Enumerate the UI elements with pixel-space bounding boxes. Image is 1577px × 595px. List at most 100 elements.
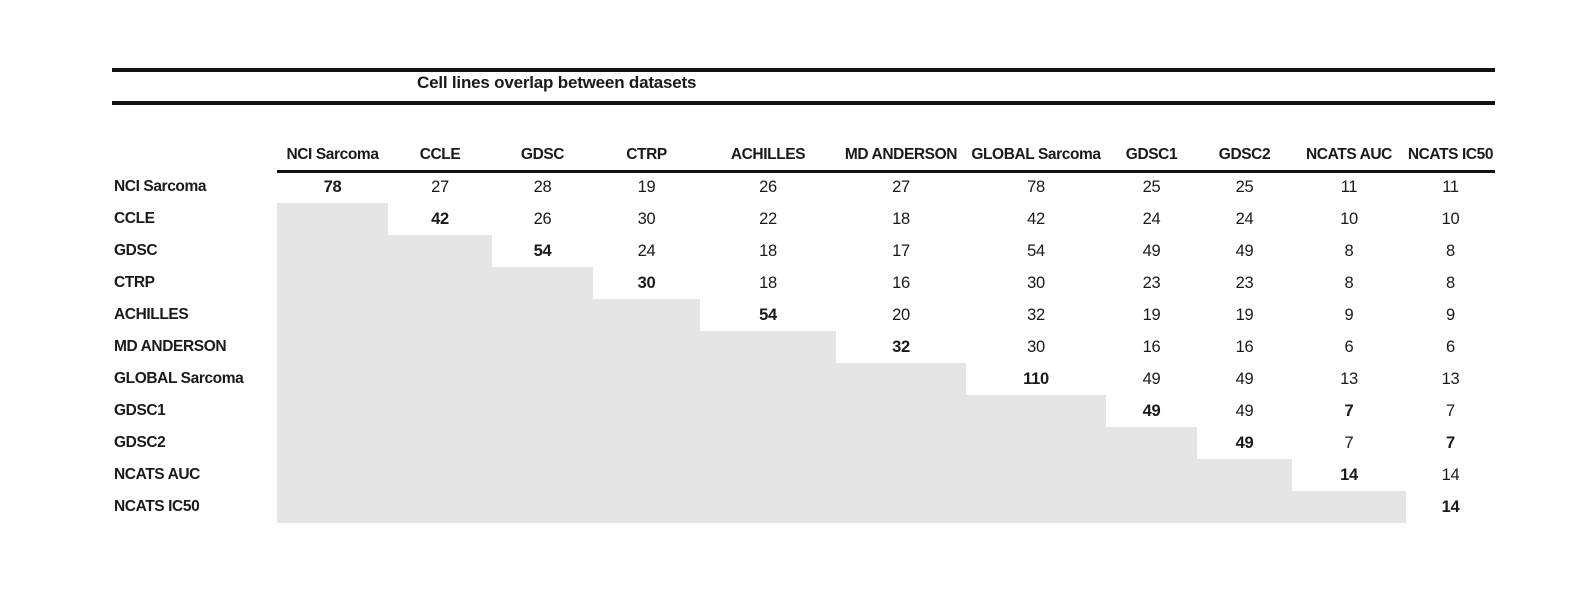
overlap-cell: 7 (1446, 401, 1455, 420)
row-label: MD ANDERSON (112, 331, 277, 363)
column-header: MD ANDERSON (836, 131, 966, 173)
shaded-cell (1106, 427, 1197, 459)
column-header: NCI Sarcoma (277, 131, 388, 173)
shaded-cell (1197, 491, 1292, 523)
column-header: CCLE (388, 131, 492, 173)
shaded-cell (836, 491, 966, 523)
column-header: GDSC (492, 131, 593, 173)
mid-rule (112, 101, 1495, 105)
shaded-cell (593, 491, 700, 523)
overlap-cell: 54 (1027, 241, 1045, 260)
shaded-cell (966, 427, 1106, 459)
shaded-cell (388, 395, 492, 427)
table-body: NCI Sarcoma 78 27 28 19 26 27 78 25 25 11 11 CCLE 42 2… (112, 171, 1495, 523)
overlap-cell: 11 (1442, 178, 1459, 197)
shaded-cell (700, 491, 836, 523)
overlap-cell: 27 (431, 178, 449, 197)
shaded-cell (492, 363, 593, 395)
header-row: NCI Sarcoma CCLE GDSC CTRP ACHILLES MD ANDERS… (112, 131, 1495, 173)
table-title: Cell lines overlap between datasets (417, 73, 697, 92)
overlap-cell: 19 (1235, 305, 1254, 324)
shaded-cell (492, 331, 593, 363)
overlap-cell: 32 (1027, 305, 1045, 324)
shaded-cell (836, 363, 966, 395)
overlap-cell: 11 (1340, 178, 1358, 197)
overlap-cell: 25 (1142, 178, 1161, 197)
shaded-cell (277, 235, 388, 267)
shaded-cell (966, 491, 1106, 523)
overlap-cell: 8 (1344, 241, 1354, 260)
overlap-cell: 27 (892, 178, 910, 197)
overlap-cell: 32 (892, 337, 910, 356)
shaded-cell (492, 427, 593, 459)
shaded-cell (836, 427, 966, 459)
column-header: CTRP (593, 131, 700, 173)
column-header: NCATS IC50 (1406, 131, 1495, 173)
overlap-cell: 9 (1344, 305, 1354, 324)
shaded-cell (700, 427, 836, 459)
table-row: ACHILLES 54 20 32 19 19 9 9 (112, 299, 1495, 331)
row-label: GDSC (112, 235, 277, 267)
column-header: GLOBAL Sarcoma (966, 131, 1106, 173)
shaded-cell (593, 459, 700, 491)
overlap-cell: 49 (1142, 401, 1161, 420)
overlap-cell: 78 (1027, 178, 1045, 197)
shaded-cell (966, 395, 1106, 427)
column-header: NCATS AUC (1292, 131, 1406, 173)
shaded-cell (1106, 459, 1197, 491)
shaded-cell (388, 363, 492, 395)
overlap-cell: 110 (1023, 369, 1049, 388)
overlap-cell: 16 (1235, 337, 1254, 356)
overlap-cell: 7 (1344, 433, 1354, 452)
table-row: MD ANDERSON 32 30 16 16 6 6 (112, 331, 1495, 363)
table-row: NCATS IC50 14 (112, 491, 1495, 523)
table-row: NCI Sarcoma 78 27 28 19 26 27 78 25 25 11 11 (112, 171, 1495, 203)
overlap-table: NCI Sarcoma CCLE GDSC CTRP ACHILLES MD ANDERS… (112, 131, 1495, 523)
shaded-cell (277, 299, 388, 331)
overlap-cell: 24 (1235, 209, 1254, 228)
overlap-cell: 49 (1235, 241, 1254, 260)
overlap-cell: 8 (1446, 273, 1455, 292)
overlap-cell: 22 (759, 209, 777, 228)
overlap-cell: 16 (1142, 337, 1161, 356)
overlap-cell: 7 (1344, 401, 1354, 420)
overlap-cell: 42 (1027, 209, 1045, 228)
overlap-cell: 10 (1340, 209, 1358, 228)
shaded-cell (277, 363, 388, 395)
shaded-cell (277, 427, 388, 459)
shaded-cell (700, 459, 836, 491)
shaded-cell (388, 299, 492, 331)
table-container: NCI Sarcoma CCLE GDSC CTRP ACHILLES MD ANDERS… (112, 131, 1495, 523)
shaded-cell (492, 299, 593, 331)
overlap-cell: 42 (431, 209, 449, 228)
shaded-cell (277, 459, 388, 491)
overlap-cell: 49 (1235, 369, 1254, 388)
row-label: GLOBAL Sarcoma (112, 363, 277, 395)
overlap-cell: 49 (1235, 433, 1254, 452)
overlap-cell: 6 (1446, 337, 1455, 356)
overlap-cell: 24 (1142, 209, 1161, 228)
shaded-cell (388, 427, 492, 459)
overlap-cell: 13 (1340, 369, 1358, 388)
shaded-cell (388, 267, 492, 299)
row-label: GDSC2 (112, 427, 277, 459)
shaded-cell (277, 331, 388, 363)
overlap-cell: 18 (759, 241, 777, 260)
overlap-cell: 30 (1027, 337, 1045, 356)
overlap-cell: 54 (759, 305, 777, 324)
overlap-cell: 28 (533, 178, 552, 197)
overlap-cell: 18 (892, 209, 910, 228)
shaded-cell (593, 427, 700, 459)
overlap-cell: 6 (1344, 337, 1354, 356)
shaded-cell (593, 395, 700, 427)
shaded-cell (277, 203, 388, 235)
row-label: CCLE (112, 203, 277, 235)
shaded-cell (966, 459, 1106, 491)
overlap-cell: 8 (1446, 241, 1455, 260)
row-label: NCI Sarcoma (112, 171, 277, 203)
overlap-cell: 17 (892, 241, 910, 260)
shaded-cell (492, 267, 593, 299)
table-header: NCI Sarcoma CCLE GDSC CTRP ACHILLES MD ANDERS… (112, 131, 1495, 173)
overlap-cell: 23 (1235, 273, 1254, 292)
overlap-cell: 30 (1027, 273, 1045, 292)
